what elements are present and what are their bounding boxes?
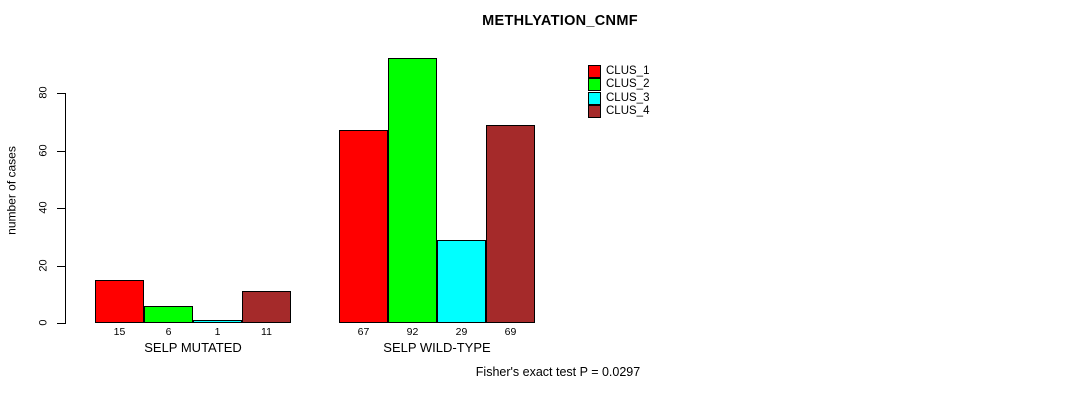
legend-label-CLUS_1: CLUS_1 [606, 65, 650, 78]
y-axis-title: number of cases [4, 146, 19, 235]
y-tick-label-80: 80 [37, 86, 50, 99]
group-label-1: SELP MUTATED [144, 340, 242, 355]
legend-label-CLUS_2: CLUS_2 [606, 78, 650, 91]
y-tick-40 [57, 208, 65, 209]
chart-title: METHLYATION_CNMF [482, 13, 638, 29]
legend-label-CLUS_4: CLUS_4 [606, 105, 650, 118]
bar-CLUS_1-group2 [339, 130, 388, 323]
bar-CLUS_1-group1 [95, 280, 144, 323]
bar-value-CLUS_1-group2: 67 [357, 326, 370, 338]
bar-value-CLUS_3-group1: 1 [214, 326, 221, 338]
y-tick-label-40: 40 [37, 201, 50, 214]
legend-row-CLUS_1: CLUS_1 [588, 65, 650, 79]
y-tick-label-60: 60 [37, 144, 50, 157]
y-tick-label-0: 0 [37, 319, 50, 326]
legend: CLUS_1 CLUS_2 CLUS_3 CLUS_4 [588, 65, 650, 119]
bar-value-CLUS_2-group2: 92 [406, 326, 419, 338]
bar-CLUS_4-group2 [486, 125, 535, 323]
legend-swatch-CLUS_1 [588, 65, 601, 79]
bar-value-CLUS_2-group1: 6 [165, 326, 172, 338]
legend-row-CLUS_4: CLUS_4 [588, 105, 650, 119]
bar-value-CLUS_1-group1: 15 [113, 326, 126, 338]
group-label-2: SELP WILD-TYPE [383, 340, 491, 355]
legend-row-CLUS_3: CLUS_3 [588, 91, 650, 105]
bar-value-CLUS_3-group2: 29 [455, 326, 468, 338]
bar-value-CLUS_4-group2: 69 [504, 326, 517, 338]
legend-label-CLUS_3: CLUS_3 [606, 91, 650, 104]
legend-row-CLUS_2: CLUS_2 [588, 78, 650, 92]
bar-CLUS_2-group1 [144, 306, 193, 323]
bar-CLUS_4-group1 [242, 291, 291, 323]
y-axis-line [65, 93, 66, 324]
y-tick-label-20: 20 [37, 259, 50, 272]
bar-CLUS_3-group2 [437, 240, 486, 323]
fisher-test-annotation: Fisher's exact test P = 0.0297 [475, 365, 641, 379]
bar-value-CLUS_4-group1: 11 [261, 326, 272, 338]
legend-swatch-CLUS_2 [588, 78, 601, 92]
legend-swatch-CLUS_4 [588, 105, 601, 119]
legend-swatch-CLUS_3 [588, 91, 601, 105]
y-tick-60 [57, 151, 65, 152]
y-tick-20 [57, 266, 65, 267]
bar-CLUS_2-group2 [388, 58, 437, 323]
y-tick-0 [57, 323, 65, 324]
y-tick-80 [57, 93, 65, 94]
bar-CLUS_3-group1 [193, 320, 242, 323]
